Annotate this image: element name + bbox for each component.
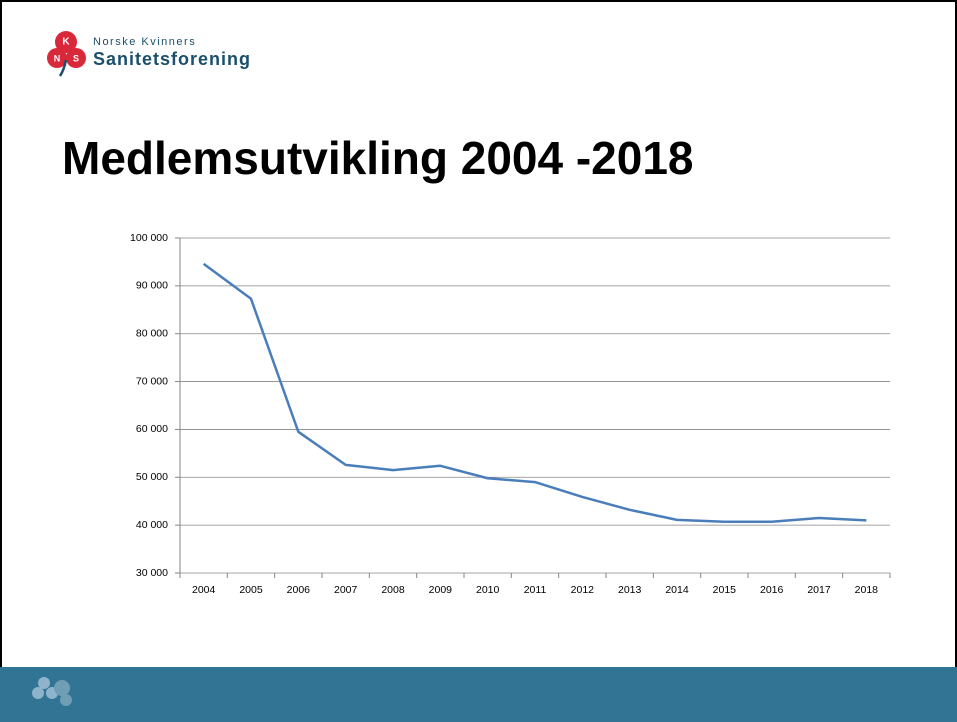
logo-leaf xyxy=(55,31,77,53)
x-tick-label: 2017 xyxy=(807,584,831,596)
x-tick-label: 2008 xyxy=(381,584,405,596)
footer-icon-leaf xyxy=(38,677,50,689)
x-tick-label: 2014 xyxy=(665,584,689,596)
logo-letter: K xyxy=(62,37,70,48)
logo-stem xyxy=(58,59,68,77)
data-line xyxy=(202,262,867,524)
y-tick-label: 70 000 xyxy=(136,375,168,387)
y-tick-label: 40 000 xyxy=(136,519,168,531)
x-tick-label: 2018 xyxy=(855,584,879,596)
y-tick-label: 100 000 xyxy=(130,232,168,244)
y-tick-label: 80 000 xyxy=(136,327,168,339)
footer-icon xyxy=(32,677,72,706)
slide-title: Medlemsutvikling 2004 -2018 xyxy=(62,132,694,184)
logo-letter: N xyxy=(54,53,61,63)
footer-icon-leaf xyxy=(54,680,70,696)
footer-band xyxy=(0,667,957,722)
logo: K N S Norske Kvinners Sanitetsforening xyxy=(47,31,251,77)
x-tick-label: 2006 xyxy=(287,584,311,596)
x-tick-label: 2005 xyxy=(239,584,263,596)
x-tick-label: 2012 xyxy=(571,584,595,596)
y-tick-label: 30 000 xyxy=(136,567,168,579)
y-tick-label: 60 000 xyxy=(136,423,168,435)
footer-icon-leaf xyxy=(32,687,44,699)
logo-leaf xyxy=(47,48,67,68)
logo-leaf xyxy=(66,48,86,68)
logo-text: Norske Kvinners xyxy=(93,36,196,48)
x-tick-label: 2009 xyxy=(429,584,453,596)
x-tick-label: 2004 xyxy=(192,584,216,596)
x-tick-label: 2015 xyxy=(713,584,737,596)
logo-letter: S xyxy=(73,53,79,63)
logo-text: Sanitetsforening xyxy=(93,49,251,69)
x-tick-label: 2016 xyxy=(760,584,784,596)
x-tick-label: 2013 xyxy=(618,584,642,596)
y-tick-label: 90 000 xyxy=(136,280,168,292)
x-tick-label: 2007 xyxy=(334,584,358,596)
x-tick-label: 2011 xyxy=(524,584,547,596)
y-tick-label: 50 000 xyxy=(136,471,168,483)
footer-icon-leaf xyxy=(60,694,72,706)
x-tick-label: 2010 xyxy=(476,584,500,596)
